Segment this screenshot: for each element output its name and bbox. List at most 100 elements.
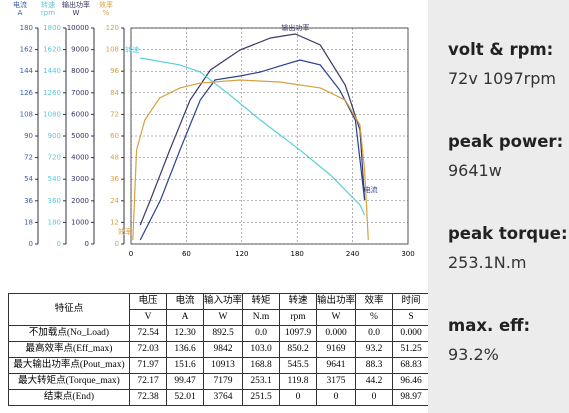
y-tick-label: 900	[48, 132, 61, 140]
table-cell: 52.01	[166, 389, 204, 406]
table-cell: 44.2	[355, 373, 393, 390]
axis-name: 输出功率	[62, 0, 90, 9]
y-tick-label: 0	[115, 240, 119, 248]
y-tick-label: 162	[20, 46, 33, 54]
table-cell: 9169	[316, 341, 356, 358]
spec-label: peak power:	[448, 132, 564, 151]
table-cell: 最大转矩点(Torque_max)	[8, 373, 130, 390]
axis-name: 转速	[41, 0, 55, 9]
chart: 电流A01836547290108126144162180转速rpm018036…	[13, 0, 415, 258]
table-cell: 0.000	[392, 325, 430, 342]
y-tick-label: 1080	[43, 110, 61, 118]
table-cell: 98.97	[392, 389, 430, 406]
series-label: 转速	[125, 45, 139, 54]
table-cell: 12.30	[166, 325, 204, 342]
table-cell: 168.8	[242, 357, 280, 374]
x-tick-label: 0	[129, 250, 133, 258]
y-tick-label: 1000	[71, 218, 89, 226]
table-cell: %	[355, 309, 393, 326]
y-tick-label: 10000	[67, 24, 89, 32]
x-tick-label: 120	[235, 250, 248, 258]
table-cell: N.m	[242, 309, 280, 326]
axis-name: 效率	[99, 0, 113, 9]
table-cell: 电流	[166, 293, 204, 310]
y-tick-label: 1440	[43, 67, 61, 75]
table-cell: 0.0	[242, 325, 280, 342]
table-cell: 电压	[129, 293, 167, 310]
y-tick-label: 18	[24, 218, 33, 226]
table-cell: 96.46	[392, 373, 430, 390]
table-cell: 0.000	[316, 325, 356, 342]
table-row: 最大转矩点(Torque_max) 72.17 99.47 7179 253.1 119.…	[8, 373, 430, 390]
table-cell: 72.03	[129, 341, 167, 358]
y-tick-label: 3000	[71, 175, 89, 183]
y-tick-label: 9000	[71, 46, 89, 54]
table-cell: 99.47	[166, 373, 204, 390]
y-tick-label: 0	[85, 240, 89, 248]
line-series	[132, 79, 369, 241]
table-cell: 72.17	[129, 373, 167, 390]
y-tick-label: 48	[110, 154, 119, 162]
y-tick-label: 1620	[43, 46, 61, 54]
table-cell: 9641	[316, 357, 356, 374]
y-tick-label: 7000	[71, 89, 89, 97]
table-cell: 251.5	[242, 389, 280, 406]
table-cell: 0.0	[355, 325, 393, 342]
table-row: V A W N.m rpm W% S	[9, 309, 430, 326]
plot-frame	[130, 27, 409, 245]
axis-unit: W	[73, 9, 80, 17]
table-cell: 88.3	[355, 357, 393, 374]
table-cell: 151.6	[166, 357, 204, 374]
y-tick-label: 72	[110, 110, 119, 118]
y-tick-label: 96	[110, 67, 119, 75]
y-tick-label: 1800	[43, 24, 61, 32]
table-cell: 最高效率点(Eff_max)	[8, 341, 130, 358]
table-cell: 0	[279, 389, 317, 406]
table-cell: 103.0	[242, 341, 280, 358]
axis-name: 电流	[13, 0, 27, 9]
line-series	[139, 33, 366, 226]
y-tick-label: 720	[48, 154, 61, 162]
table-cell: 545.5	[279, 357, 317, 374]
table-cell: A	[166, 309, 204, 326]
table-cell: 136.6	[166, 341, 204, 358]
table-cell: 最大输出功率点(Pout_max)	[8, 357, 130, 374]
table-cell: 0	[355, 389, 393, 406]
y-tick-label: 4000	[71, 154, 89, 162]
x-tick-label: 240	[346, 250, 359, 258]
table-cell: rpm	[279, 309, 317, 326]
spec-item: max. eff: 93.2%	[448, 316, 530, 364]
table-cell: 9842	[203, 341, 243, 358]
table-cell: 0	[316, 389, 356, 406]
spec-item: volt & rpm: 72v 1097rpm	[448, 40, 556, 88]
table-row: 不加载点(No_Load) 72.54 12.30 892.5 0.0 1097.9 0.0…	[8, 325, 430, 342]
line-series	[139, 59, 366, 241]
spec-label: volt & rpm:	[448, 40, 554, 59]
y-tick-label: 54	[24, 175, 33, 183]
series-label: 电流	[364, 185, 378, 194]
table-row: 最高效率点(Eff_max) 72.03 136.6 9842 103.0 850.2 91…	[8, 341, 430, 358]
y-tick-label: 8000	[71, 67, 89, 75]
spec-value: 93.2%	[448, 345, 499, 364]
table-row: 结束点(End) 72.38 52.01 3764 251.5 0 0 0 98.97	[8, 389, 430, 406]
table-cell: 1097.9	[279, 325, 317, 342]
spec-label: max. eff:	[448, 316, 531, 335]
table-cell: 特征点	[8, 293, 130, 326]
table-cell: V	[129, 309, 167, 326]
table-cell: 51.25	[392, 341, 430, 358]
y-tick-label: 108	[20, 110, 33, 118]
table-row: 最大输出功率点(Pout_max) 71.97 151.6 10913 168.8 545…	[8, 357, 430, 374]
table-cell: W	[203, 309, 243, 326]
y-tick-label: 144	[20, 67, 34, 75]
table-cell: 71.97	[129, 357, 167, 374]
table-cell: 转矩	[242, 293, 280, 310]
y-tick-label: 540	[48, 175, 61, 183]
table-cell: 119.8	[279, 373, 317, 390]
table-row: 特征点 电压 电流 输入功率 转矩 转速 输出功率 效率 时间	[8, 293, 430, 326]
y-tick-label: 1260	[43, 89, 61, 97]
y-tick-label: 24	[110, 197, 119, 205]
y-tick-label: 108	[106, 46, 119, 54]
spec-value: 253.1N.m	[448, 253, 527, 272]
table-cell: 效率	[355, 293, 393, 310]
